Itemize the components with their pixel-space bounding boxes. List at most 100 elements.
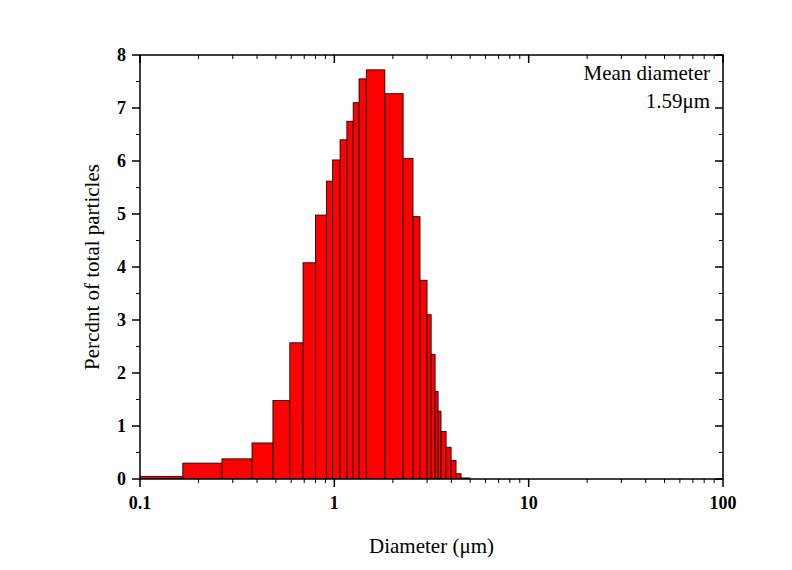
annotation: Mean diameter	[583, 61, 710, 85]
y-minor-tick	[136, 399, 140, 400]
y-minor-tick-right	[719, 240, 723, 241]
bar	[290, 343, 303, 479]
x-minor-tick	[304, 479, 305, 483]
y-minor-tick-right	[719, 134, 723, 135]
bar	[347, 121, 353, 479]
bar	[435, 392, 438, 479]
y-tick-right	[715, 213, 723, 215]
bar	[316, 215, 327, 479]
bar	[222, 459, 252, 479]
x-minor-tick	[692, 479, 693, 483]
x-minor-tick	[664, 479, 665, 483]
x-minor-tick-top	[509, 55, 510, 59]
bar	[326, 181, 332, 479]
x-tick-top	[334, 55, 336, 63]
x-minor-tick-top	[392, 55, 393, 59]
x-minor-tick	[275, 479, 276, 483]
y-tick-label: 8	[117, 45, 126, 65]
x-minor-tick-top	[451, 55, 452, 59]
chart: 0.1110100012345678Diameter (μm)Percdnt o…	[0, 0, 792, 570]
x-minor-tick-top	[664, 55, 665, 59]
y-minor-tick-right	[719, 452, 723, 453]
x-minor-tick	[315, 479, 316, 483]
bar	[183, 463, 222, 479]
x-minor-tick	[257, 479, 258, 483]
y-minor-tick	[136, 134, 140, 135]
bar	[441, 431, 446, 479]
y-tick	[132, 425, 140, 427]
x-minor-tick	[232, 479, 233, 483]
bar	[403, 158, 413, 479]
x-minor-tick	[427, 479, 428, 483]
x-tick-top	[722, 55, 724, 63]
x-minor-tick-top	[304, 55, 305, 59]
y-tick	[132, 54, 140, 56]
x-minor-tick-top	[198, 55, 199, 59]
x-minor-tick-top	[427, 55, 428, 59]
y-tick-label: 3	[117, 310, 126, 330]
y-tick-right	[715, 266, 723, 268]
x-minor-tick	[645, 479, 646, 483]
y-tick-right	[715, 425, 723, 427]
bar	[353, 103, 359, 479]
bars	[140, 70, 470, 479]
x-minor-tick	[325, 479, 326, 483]
x-tick-label: 10	[520, 493, 538, 513]
x-minor-tick	[587, 479, 588, 483]
y-minor-tick	[136, 240, 140, 241]
bar	[273, 401, 290, 479]
bar	[456, 474, 461, 479]
x-minor-tick-top	[291, 55, 292, 59]
bar	[446, 447, 451, 479]
y-tick	[132, 319, 140, 321]
y-tick-right	[715, 478, 723, 480]
x-minor-tick	[485, 479, 486, 483]
y-tick	[132, 266, 140, 268]
y-tick-label: 1	[117, 416, 126, 436]
y-tick	[132, 107, 140, 109]
y-tick-right	[715, 54, 723, 56]
bar	[413, 217, 420, 479]
bar	[340, 140, 347, 479]
x-tick-label: 0.1	[129, 493, 152, 513]
x-minor-tick	[519, 479, 520, 483]
bar	[420, 280, 427, 479]
x-minor-tick	[509, 479, 510, 483]
x-tick	[722, 479, 724, 487]
y-minor-tick-right	[719, 187, 723, 188]
x-minor-tick-top	[498, 55, 499, 59]
y-minor-tick-right	[719, 81, 723, 82]
bar	[438, 411, 441, 479]
x-minor-tick-top	[485, 55, 486, 59]
y-axis-label: Percdnt of total particles	[80, 164, 104, 370]
x-tick-label: 1	[330, 493, 339, 513]
y-tick-label: 4	[117, 257, 126, 277]
bar	[366, 70, 385, 479]
x-tick-top	[139, 55, 141, 63]
y-minor-tick	[136, 346, 140, 347]
x-minor-tick-top	[679, 55, 680, 59]
y-tick	[132, 478, 140, 480]
bar	[333, 160, 340, 479]
x-minor-tick	[198, 479, 199, 483]
x-minor-tick-top	[257, 55, 258, 59]
annotation: 1.59μm	[646, 89, 710, 113]
y-minor-tick-right	[719, 399, 723, 400]
y-tick	[132, 213, 140, 215]
x-minor-tick-top	[645, 55, 646, 59]
y-tick-right	[715, 319, 723, 321]
y-tick-right	[715, 372, 723, 374]
y-tick-right	[715, 107, 723, 109]
bar	[359, 79, 366, 479]
bar	[427, 315, 431, 479]
bar	[431, 354, 435, 479]
y-tick-label: 0	[117, 469, 126, 489]
x-minor-tick	[291, 479, 292, 483]
bar	[252, 443, 273, 479]
x-minor-tick-top	[275, 55, 276, 59]
x-minor-tick	[714, 479, 715, 483]
y-tick-label: 6	[117, 151, 126, 171]
x-tick-top	[528, 55, 530, 63]
bar	[451, 460, 456, 479]
x-minor-tick	[451, 479, 452, 483]
